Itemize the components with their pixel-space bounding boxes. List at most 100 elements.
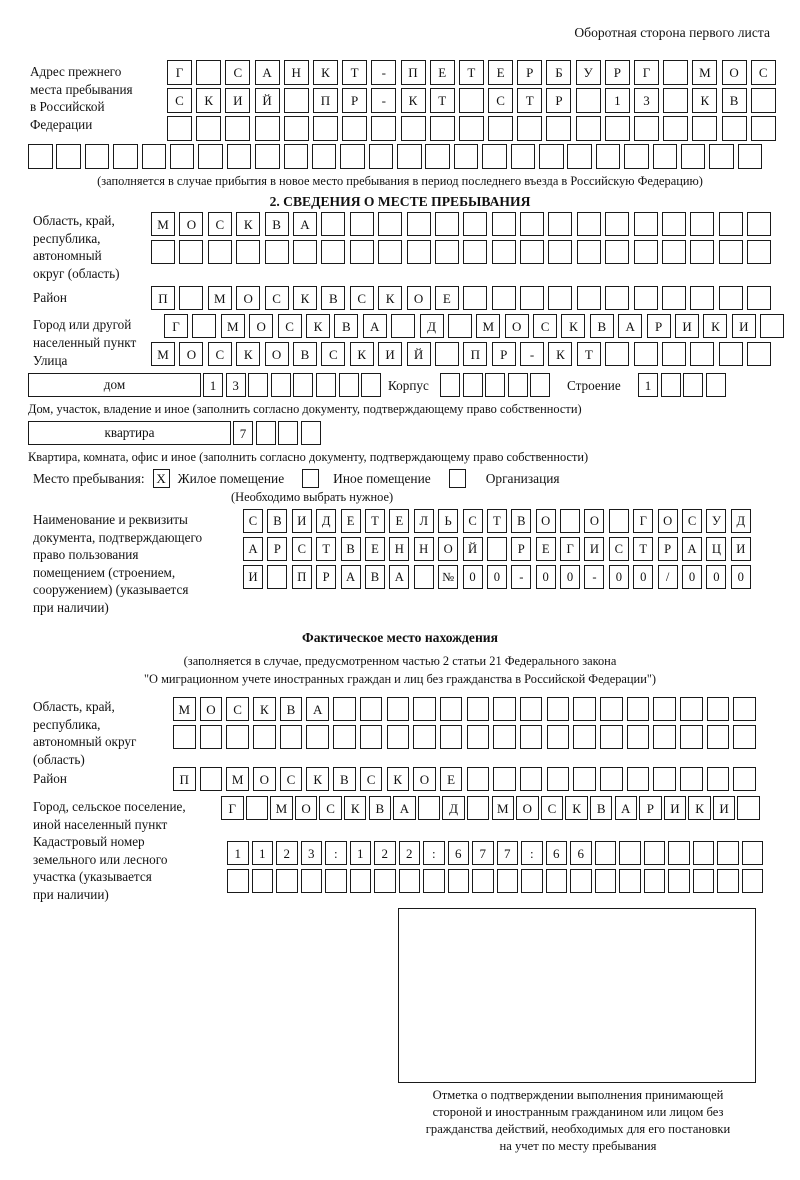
form-cell[interactable] — [709, 144, 734, 169]
form-cell[interactable]: С — [682, 509, 703, 533]
form-cell[interactable] — [718, 342, 743, 366]
form-cell[interactable] — [368, 144, 394, 169]
form-cell[interactable] — [292, 240, 317, 264]
form-cell[interactable] — [434, 342, 459, 366]
form-cell[interactable]: Е — [429, 60, 455, 85]
form-cell[interactable]: О — [253, 767, 276, 791]
form-cell[interactable] — [737, 796, 760, 820]
form-cell[interactable] — [439, 697, 463, 721]
form-cell[interactable]: О — [179, 342, 204, 366]
form-cell[interactable] — [406, 212, 431, 236]
form-cell[interactable] — [643, 869, 665, 893]
form-cell[interactable] — [406, 240, 431, 264]
form-cell[interactable]: 7 — [472, 841, 494, 865]
form-cell[interactable]: Г — [221, 796, 244, 820]
form-cell[interactable]: С — [540, 796, 564, 820]
form-cell[interactable] — [530, 373, 551, 397]
form-cell[interactable]: Т — [633, 537, 654, 561]
form-cell[interactable] — [226, 144, 252, 169]
form-cell[interactable]: С — [462, 509, 483, 533]
form-cell[interactable]: А — [243, 537, 263, 561]
form-cell[interactable] — [340, 144, 365, 169]
form-cell[interactable] — [254, 116, 280, 141]
form-cell[interactable]: С — [226, 697, 249, 721]
form-cell[interactable] — [519, 697, 543, 721]
stay-type-checkbox-other[interactable] — [302, 469, 320, 488]
form-cell[interactable]: Е — [340, 509, 361, 533]
form-cell[interactable] — [466, 767, 490, 791]
form-cell[interactable]: В — [334, 314, 359, 338]
form-cell[interactable] — [84, 144, 110, 169]
form-cell[interactable]: А — [306, 697, 329, 721]
form-cell[interactable]: С — [533, 314, 558, 338]
form-cell[interactable]: К — [305, 314, 330, 338]
form-cell[interactable] — [663, 88, 689, 113]
form-cell[interactable] — [546, 116, 572, 141]
form-cell[interactable] — [300, 421, 321, 445]
form-cell[interactable]: Р — [511, 537, 532, 561]
form-cell[interactable] — [349, 212, 374, 236]
form-cell[interactable]: К — [386, 767, 409, 791]
form-cell[interactable]: С — [319, 796, 342, 820]
form-cell[interactable] — [293, 373, 314, 397]
form-cell[interactable]: С — [750, 60, 776, 85]
form-cell[interactable]: М — [270, 796, 293, 820]
form-cell[interactable] — [439, 725, 463, 749]
form-cell[interactable] — [349, 240, 374, 264]
form-cell[interactable] — [434, 240, 459, 264]
form-cell[interactable]: Ц — [706, 537, 727, 561]
form-cell[interactable] — [510, 144, 536, 169]
form-cell[interactable] — [633, 212, 658, 236]
form-cell[interactable]: О — [249, 314, 274, 338]
form-cell[interactable] — [626, 767, 650, 791]
form-cell[interactable] — [519, 725, 543, 749]
form-cell[interactable]: В — [364, 565, 385, 589]
form-cell[interactable]: В — [333, 767, 356, 791]
form-cell[interactable] — [386, 725, 409, 749]
form-cell[interactable] — [173, 725, 196, 749]
form-cell[interactable]: С — [207, 212, 232, 236]
form-cell[interactable] — [315, 373, 336, 397]
form-cell[interactable]: О — [199, 697, 223, 721]
form-cell[interactable] — [575, 116, 601, 141]
form-cell[interactable] — [633, 240, 658, 264]
form-cell[interactable]: 2 — [398, 841, 420, 865]
form-cell[interactable]: Т — [576, 342, 601, 366]
form-cell[interactable]: П — [400, 60, 426, 85]
form-cell[interactable]: 1 — [349, 841, 371, 865]
form-cell[interactable] — [741, 869, 763, 893]
form-cell[interactable] — [573, 697, 596, 721]
form-cell[interactable]: Н — [283, 60, 309, 85]
form-cell[interactable] — [378, 240, 403, 264]
form-cell[interactable]: У — [706, 509, 727, 533]
previous-address-row-4[interactable] — [28, 144, 763, 169]
form-cell[interactable]: Е — [389, 509, 410, 533]
form-cell[interactable]: М — [173, 697, 196, 721]
form-cell[interactable]: Й — [254, 88, 280, 113]
form-cell[interactable] — [226, 725, 249, 749]
form-cell[interactable] — [747, 212, 772, 236]
form-cell[interactable] — [440, 373, 460, 397]
form-cell[interactable]: В — [589, 314, 614, 338]
form-cell[interactable]: : — [521, 841, 543, 865]
form-cell[interactable]: С — [167, 88, 192, 113]
form-cell[interactable] — [741, 841, 763, 865]
form-cell[interactable]: О — [584, 509, 605, 533]
form-cell[interactable] — [300, 869, 322, 893]
form-cell[interactable]: 0 — [682, 565, 703, 589]
form-cell[interactable] — [267, 565, 288, 589]
form-cell[interactable]: Г — [633, 509, 654, 533]
form-cell[interactable]: 1 — [203, 373, 223, 397]
form-cell[interactable] — [28, 144, 53, 169]
form-cell[interactable]: - — [371, 88, 397, 113]
form-cell[interactable]: Т — [458, 60, 484, 85]
form-cell[interactable]: К — [236, 342, 261, 366]
form-cell[interactable]: С — [279, 767, 303, 791]
form-cell[interactable] — [199, 725, 223, 749]
